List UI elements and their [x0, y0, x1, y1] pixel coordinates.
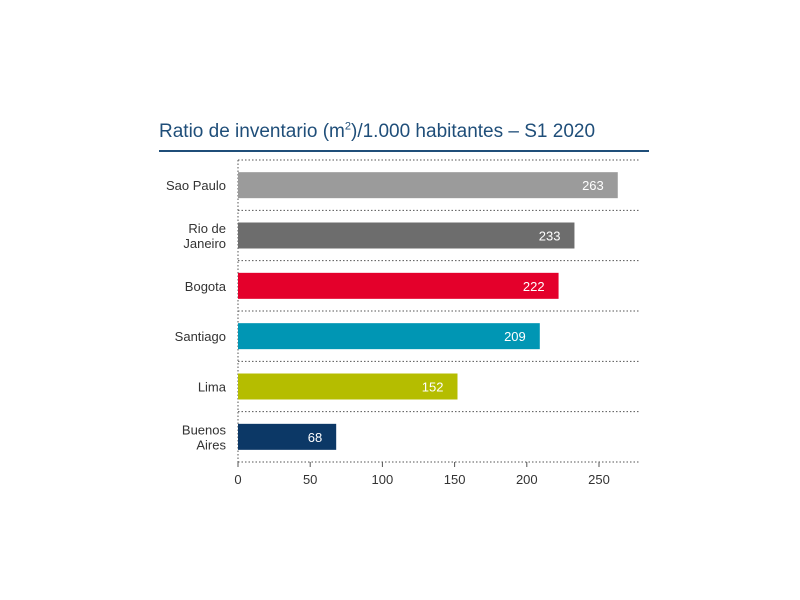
data-label: 233: [539, 229, 561, 244]
bar: [238, 323, 540, 350]
x-tick-label: 200: [516, 472, 538, 487]
x-tick-label: 100: [372, 472, 394, 487]
data-label: 152: [422, 380, 444, 395]
category-label: Bogota: [185, 279, 227, 294]
data-label: 263: [582, 178, 604, 193]
x-tick-label: 150: [444, 472, 466, 487]
category-label: Lima: [198, 380, 227, 395]
chart-title-wrap: Ratio de inventario (m2)/1.000 habitante…: [159, 118, 649, 146]
bar: [238, 222, 575, 249]
bar: [238, 172, 618, 199]
category-label: Aires: [196, 437, 226, 452]
category-label: Santiago: [175, 329, 226, 344]
category-label: Buenos: [182, 422, 227, 437]
chart-title: Ratio de inventario (m2)/1.000 habitante…: [159, 118, 649, 146]
category-label: Rio de: [188, 221, 226, 236]
category-label: Sao Paulo: [166, 178, 226, 193]
x-tick-label: 0: [234, 472, 241, 487]
title-rest: )/1.000 habitantes – S1 2020: [351, 121, 596, 142]
data-label: 222: [523, 279, 545, 294]
category-label: Janeiro: [183, 236, 226, 251]
data-label: 68: [308, 430, 322, 445]
bar: [238, 373, 458, 400]
title-main: Ratio de inventario (m: [159, 121, 345, 142]
x-tick-label: 50: [303, 472, 317, 487]
bar: [238, 272, 559, 299]
data-label: 209: [504, 329, 526, 344]
title-superscript: 2: [344, 120, 351, 133]
x-tick-label: 250: [588, 472, 610, 487]
title-rule: [159, 150, 649, 152]
bar: [238, 423, 337, 450]
